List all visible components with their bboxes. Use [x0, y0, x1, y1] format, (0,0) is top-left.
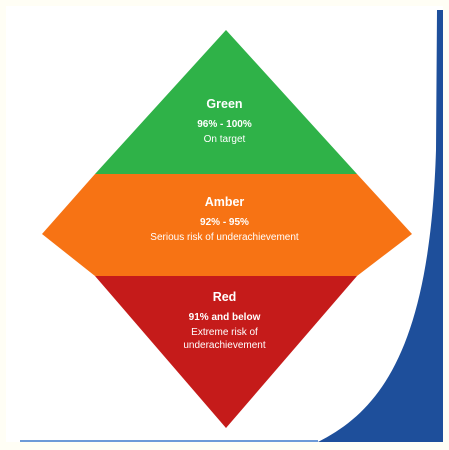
- red-tier-description: Extreme risk of underachievement: [183, 327, 266, 351]
- green-tier-text: Green 96% - 100% On target: [0, 97, 449, 146]
- green-tier-range: 96% - 100%: [197, 119, 252, 130]
- red-tier-title: Red: [212, 290, 237, 304]
- amber-tier-description: Serious risk of underachievement: [150, 232, 299, 243]
- amber-tier-range: 92% - 95%: [200, 217, 249, 228]
- red-tier-shape: [95, 276, 357, 428]
- amber-tier-shape: [42, 174, 412, 276]
- green-tier-title: Green: [206, 97, 243, 111]
- blue-sweep-decoration: [318, 10, 443, 442]
- amber-tier-title: Amber: [204, 195, 245, 209]
- red-tier-range: 91% and below: [188, 312, 261, 323]
- bottom-rule: [20, 440, 318, 442]
- amber-tier-text: Amber 92% - 95% Serious risk of underach…: [0, 195, 449, 244]
- green-tier-shape: [95, 30, 357, 174]
- green-tier-description: On target: [203, 134, 246, 145]
- red-tier-text: Red 91% and below Extreme risk of undera…: [0, 290, 449, 352]
